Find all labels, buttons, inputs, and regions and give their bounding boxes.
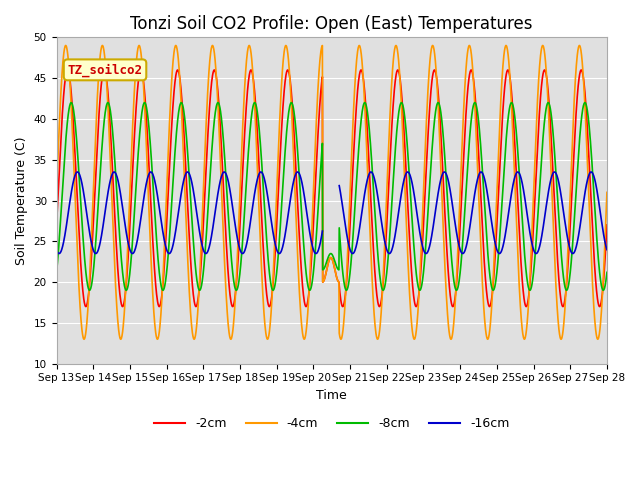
-4cm xyxy=(52,190,60,195)
-4cm xyxy=(259,290,267,296)
-16cm xyxy=(429,228,436,234)
-16cm xyxy=(280,239,288,244)
Line: -8cm: -8cm xyxy=(56,103,607,290)
-2cm xyxy=(52,222,60,228)
Text: TZ_soilco2: TZ_soilco2 xyxy=(68,63,143,76)
-2cm xyxy=(259,236,267,241)
X-axis label: Time: Time xyxy=(316,389,347,402)
-2cm xyxy=(429,73,436,79)
Line: -4cm: -4cm xyxy=(56,46,607,339)
-8cm xyxy=(278,206,285,212)
Title: Tonzi Soil CO2 Profile: Open (East) Temperatures: Tonzi Soil CO2 Profile: Open (East) Temp… xyxy=(131,15,533,33)
-2cm xyxy=(84,293,92,299)
-8cm xyxy=(600,288,607,293)
-4cm xyxy=(280,49,288,55)
-8cm xyxy=(429,140,436,145)
-16cm xyxy=(603,247,611,252)
-4cm xyxy=(429,43,436,48)
-8cm xyxy=(259,176,267,181)
-4cm xyxy=(84,299,92,304)
-8cm xyxy=(280,163,288,168)
-4cm xyxy=(170,47,178,53)
-16cm xyxy=(84,220,92,226)
-16cm xyxy=(52,247,60,252)
-4cm xyxy=(594,336,602,342)
Line: -16cm: -16cm xyxy=(56,172,607,253)
-8cm xyxy=(67,100,75,106)
Legend: -2cm, -4cm, -8cm, -16cm: -2cm, -4cm, -8cm, -16cm xyxy=(149,412,515,435)
-16cm xyxy=(170,238,178,243)
Line: -2cm: -2cm xyxy=(56,70,607,307)
-8cm xyxy=(170,159,178,165)
-2cm xyxy=(603,222,611,228)
-2cm xyxy=(64,67,72,73)
-4cm xyxy=(603,190,611,195)
Y-axis label: Soil Temperature (C): Soil Temperature (C) xyxy=(15,136,28,265)
-8cm xyxy=(84,286,92,291)
-2cm xyxy=(280,88,288,94)
-16cm xyxy=(277,249,285,254)
-8cm xyxy=(603,269,611,275)
-4cm xyxy=(278,84,285,89)
-4cm xyxy=(62,43,70,48)
-16cm xyxy=(259,170,266,176)
-2cm xyxy=(596,304,604,310)
-8cm xyxy=(52,269,60,275)
-2cm xyxy=(278,130,285,135)
-2cm xyxy=(170,85,178,91)
